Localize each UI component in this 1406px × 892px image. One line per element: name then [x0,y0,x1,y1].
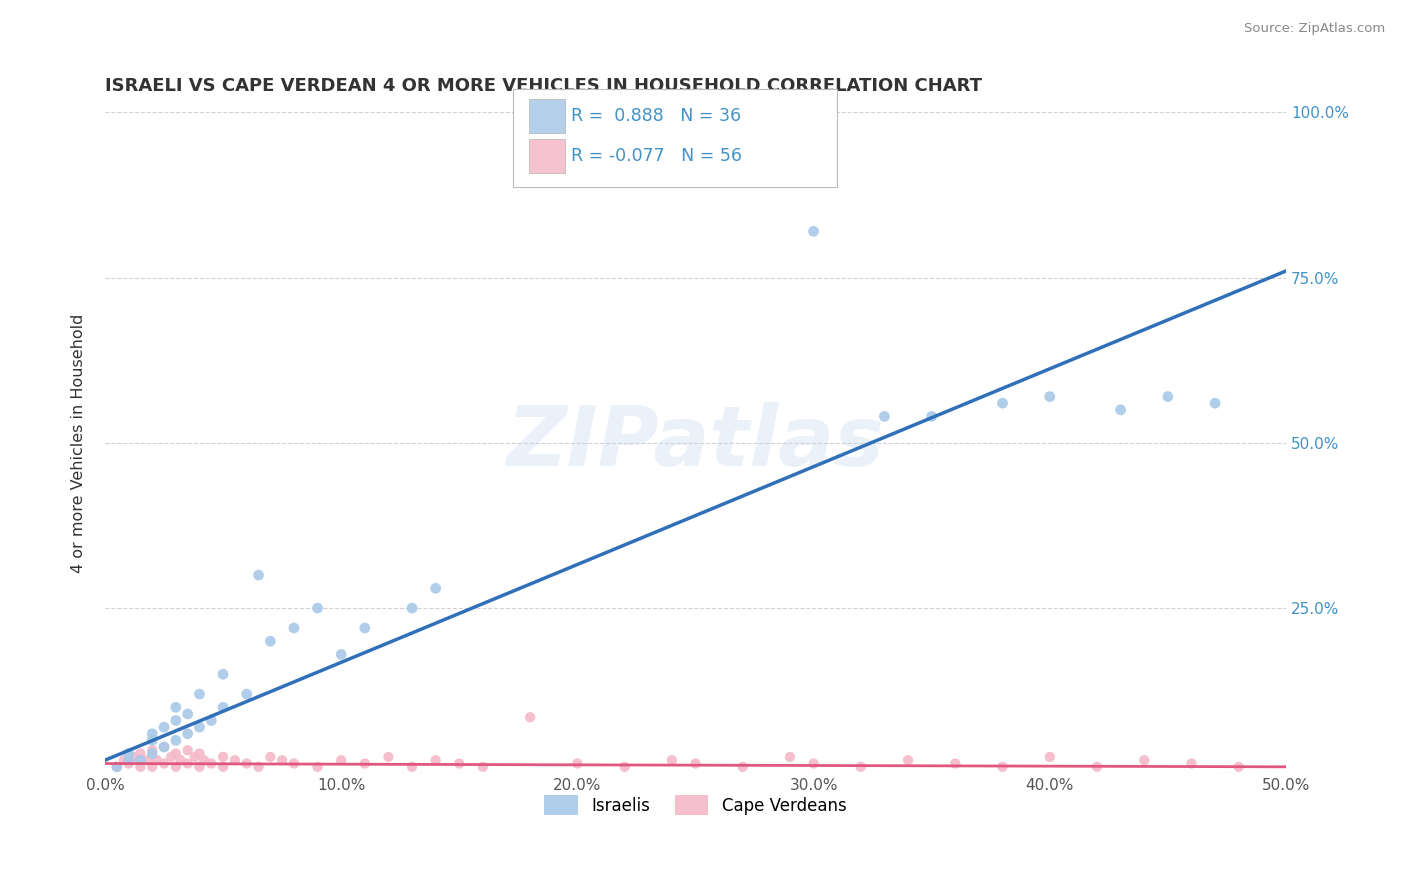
Point [803,756,825,771]
Point [943,756,966,771]
Point [129,753,152,767]
Point [1039,750,1062,764]
Point [153,720,176,734]
Point [165,747,187,761]
Point [661,753,683,767]
Point [117,747,139,761]
Point [141,743,163,757]
Point [307,760,329,774]
Point [377,750,399,764]
Point [176,756,198,771]
Point [122,750,145,764]
Point [141,733,163,747]
Point [330,753,353,767]
Point [153,739,176,754]
Point [1204,396,1226,410]
Point [165,714,187,728]
Point [401,760,423,774]
Point [165,760,187,774]
Point [212,700,235,714]
Point [259,750,281,764]
Point [1157,390,1180,404]
Point [141,760,163,774]
Point [129,760,152,774]
Point [224,753,246,767]
Point [200,714,222,728]
Point [471,760,494,774]
Point [200,756,222,771]
Point [165,700,187,714]
Point [165,733,187,747]
Point [1109,402,1132,417]
Point [449,756,471,771]
Point [803,224,825,238]
Point [105,760,128,774]
Point [779,750,801,764]
Point [188,720,211,734]
Text: ZIPatlas: ZIPatlas [506,402,884,483]
Point [153,756,176,771]
Legend: Israelis, Cape Verdeans: Israelis, Cape Verdeans [538,789,853,822]
Point [169,753,191,767]
Point [153,739,176,754]
Point [176,743,198,757]
Point [731,760,754,774]
Point [519,710,541,724]
Point [991,760,1014,774]
Point [1180,756,1202,771]
Point [685,756,707,771]
Point [425,582,447,596]
Point [613,760,636,774]
Point [283,621,305,635]
Point [105,760,128,774]
Point [188,760,211,774]
Point [921,409,943,424]
Point [235,687,257,701]
Point [129,747,152,761]
Point [897,753,920,767]
Y-axis label: 4 or more Vehicles in Household: 4 or more Vehicles in Household [72,313,86,573]
Point [247,760,270,774]
Point [849,760,872,774]
Point [160,750,183,764]
Point [307,601,329,615]
Point [176,706,198,721]
Point [141,747,163,761]
Point [188,687,211,701]
Point [176,727,198,741]
Point [212,750,235,764]
Text: R = -0.077   N = 56: R = -0.077 N = 56 [571,147,742,165]
Point [425,753,447,767]
Point [136,753,159,767]
Point [353,621,375,635]
Point [1085,760,1108,774]
Point [401,601,423,615]
Point [235,756,257,771]
Point [283,756,305,771]
Point [873,409,896,424]
Point [141,727,163,741]
Point [117,753,139,767]
Point [271,753,294,767]
Point [259,634,281,648]
Point [193,753,215,767]
Text: ISRAELI VS CAPE VERDEAN 4 OR MORE VEHICLES IN HOUSEHOLD CORRELATION CHART: ISRAELI VS CAPE VERDEAN 4 OR MORE VEHICL… [105,78,981,95]
Point [353,756,375,771]
Text: Source: ZipAtlas.com: Source: ZipAtlas.com [1244,22,1385,36]
Text: R =  0.888   N = 36: R = 0.888 N = 36 [571,107,741,125]
Point [1133,753,1156,767]
Point [330,648,353,662]
Point [188,747,211,761]
Point [567,756,589,771]
Point [112,753,135,767]
Point [1039,390,1062,404]
Point [146,753,169,767]
Point [991,396,1014,410]
Point [184,750,207,764]
Point [117,756,139,771]
Point [212,760,235,774]
Point [247,568,270,582]
Point [212,667,235,681]
Point [1227,760,1250,774]
